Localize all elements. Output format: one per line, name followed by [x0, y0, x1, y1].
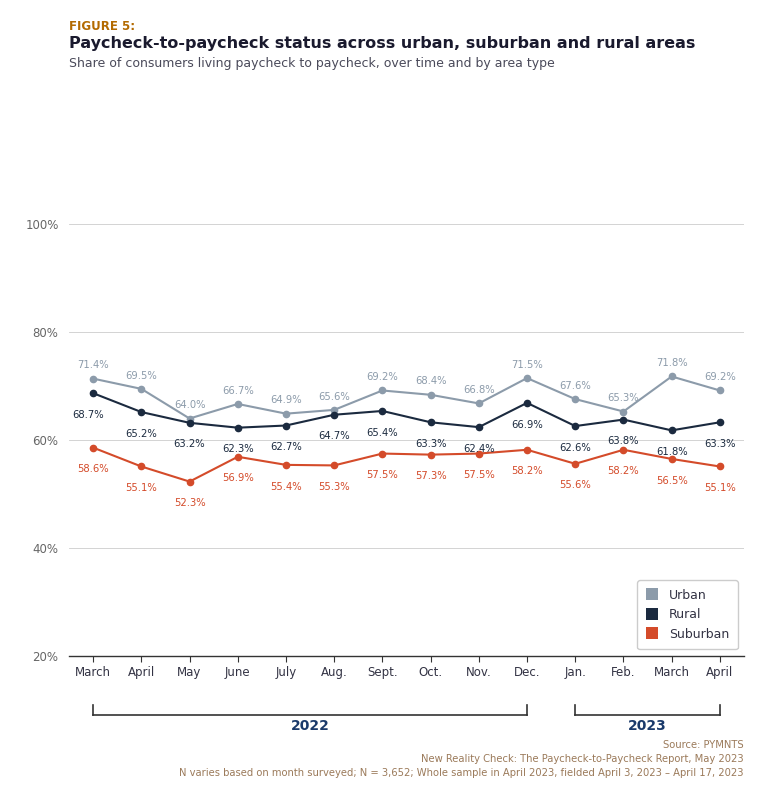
Text: 62.3%: 62.3%	[222, 444, 254, 454]
Text: 63.3%: 63.3%	[704, 439, 736, 449]
Text: 55.1%: 55.1%	[126, 483, 157, 493]
Text: 55.4%: 55.4%	[270, 482, 301, 491]
Text: 2023: 2023	[628, 719, 667, 733]
Text: 2022: 2022	[291, 719, 330, 733]
Text: 66.9%: 66.9%	[511, 419, 543, 430]
Text: 56.9%: 56.9%	[222, 473, 254, 483]
Text: 69.2%: 69.2%	[367, 372, 398, 382]
Text: 62.7%: 62.7%	[270, 442, 302, 452]
Text: 65.3%: 65.3%	[607, 393, 639, 403]
Text: 56.5%: 56.5%	[656, 476, 687, 486]
Text: 57.5%: 57.5%	[367, 470, 398, 480]
Text: 68.4%: 68.4%	[415, 377, 446, 386]
Text: 66.7%: 66.7%	[222, 386, 254, 396]
Text: 65.4%: 65.4%	[367, 427, 398, 438]
Text: 64.7%: 64.7%	[318, 431, 350, 442]
Text: 58.2%: 58.2%	[512, 466, 543, 476]
Text: 71.4%: 71.4%	[77, 360, 109, 371]
Text: 62.6%: 62.6%	[559, 442, 591, 453]
Text: 71.5%: 71.5%	[511, 359, 543, 370]
Text: 55.1%: 55.1%	[704, 483, 736, 493]
Text: 63.3%: 63.3%	[415, 439, 446, 449]
Text: 62.4%: 62.4%	[463, 444, 495, 453]
Text: 68.7%: 68.7%	[72, 410, 104, 419]
Text: 55.3%: 55.3%	[318, 482, 350, 492]
Text: 55.6%: 55.6%	[559, 480, 591, 491]
Text: 65.2%: 65.2%	[126, 429, 157, 438]
Text: 61.8%: 61.8%	[656, 447, 687, 457]
Legend: Urban, Rural, Suburban: Urban, Rural, Suburban	[637, 581, 738, 649]
Text: 71.8%: 71.8%	[656, 358, 687, 368]
Text: FIGURE 5:: FIGURE 5:	[69, 20, 135, 32]
Text: 63.8%: 63.8%	[607, 436, 639, 446]
Text: 69.5%: 69.5%	[126, 371, 157, 381]
Text: Share of consumers living paycheck to paycheck, over time and by area type: Share of consumers living paycheck to pa…	[69, 57, 555, 70]
Text: 64.9%: 64.9%	[270, 395, 301, 405]
Text: 67.6%: 67.6%	[559, 381, 591, 391]
Text: 63.2%: 63.2%	[174, 439, 206, 450]
Text: 69.2%: 69.2%	[704, 372, 736, 382]
Text: 58.6%: 58.6%	[77, 465, 109, 474]
Text: 58.2%: 58.2%	[607, 466, 639, 476]
Text: 65.6%: 65.6%	[318, 392, 350, 401]
Text: 52.3%: 52.3%	[174, 498, 206, 508]
Text: 57.5%: 57.5%	[463, 470, 495, 480]
Text: Source: PYMNTS
New Reality Check: The Paycheck-to-Paycheck Report, May 2023
N va: Source: PYMNTS New Reality Check: The Pa…	[179, 740, 744, 778]
Text: 64.0%: 64.0%	[174, 401, 206, 410]
Text: 57.3%: 57.3%	[415, 472, 446, 481]
Text: 66.8%: 66.8%	[463, 385, 495, 395]
Text: Paycheck-to-paycheck status across urban, suburban and rural areas: Paycheck-to-paycheck status across urban…	[69, 36, 696, 51]
